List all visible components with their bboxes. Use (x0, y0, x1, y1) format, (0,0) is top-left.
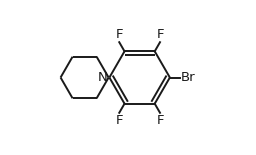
Text: F: F (156, 28, 164, 41)
Text: F: F (156, 114, 164, 127)
Text: Br: Br (181, 71, 196, 84)
Text: F: F (115, 28, 123, 41)
Text: F: F (115, 114, 123, 127)
Text: N: N (98, 71, 107, 84)
